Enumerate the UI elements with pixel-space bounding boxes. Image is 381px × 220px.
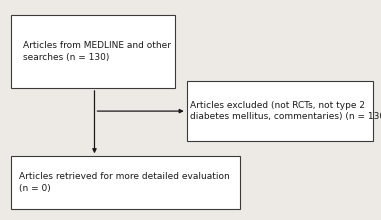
Text: Articles from MEDLINE and other
searches (n = 130): Articles from MEDLINE and other searches… <box>23 41 171 62</box>
Text: Articles excluded (not RCTs, not type 2
diabetes mellitus, commentaries) (n = 13: Articles excluded (not RCTs, not type 2 … <box>190 101 381 121</box>
FancyBboxPatch shape <box>11 15 175 88</box>
FancyBboxPatch shape <box>187 81 373 141</box>
FancyBboxPatch shape <box>11 156 240 209</box>
Text: Articles retrieved for more detailed evaluation
(n = 0): Articles retrieved for more detailed eva… <box>19 172 230 193</box>
